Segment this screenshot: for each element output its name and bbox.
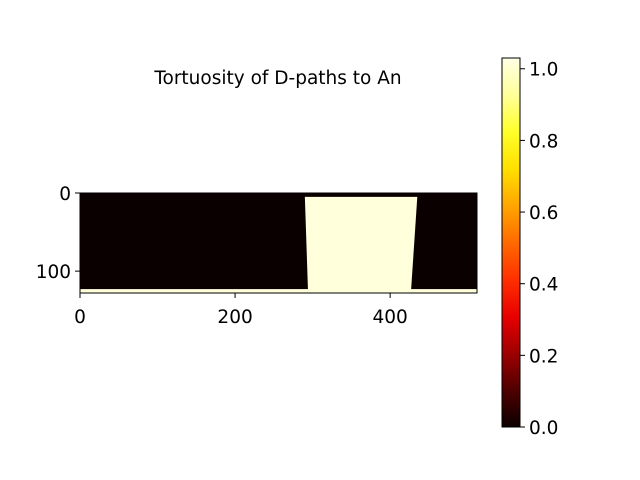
x-tick-label: 200 xyxy=(217,307,252,328)
colorbar-tick-label: 0.6 xyxy=(529,203,558,224)
y-tick-label: 100 xyxy=(36,262,71,283)
heatmap-frame xyxy=(79,192,478,294)
heatmap-axes: 0 200 400 0 100 xyxy=(36,184,478,328)
colorbar-tick-label: 0.0 xyxy=(529,418,558,439)
y-axis-ticks: 0 100 xyxy=(36,184,80,283)
colorbar-ticks: 0.0 0.2 0.4 0.6 0.8 1.0 xyxy=(520,60,558,439)
heatmap-background-region xyxy=(80,193,477,293)
colorbar: 0.0 0.2 0.4 0.6 0.8 1.0 xyxy=(501,57,558,439)
chart-title: Tortuosity of D-paths to An xyxy=(153,68,401,89)
heatmap-bottom-strip xyxy=(80,289,477,293)
colorbar-tick-label: 0.4 xyxy=(529,275,558,296)
x-axis-ticks: 0 200 400 xyxy=(74,293,408,328)
colorbar-tick-label: 0.2 xyxy=(529,346,558,367)
heatmap-central-band xyxy=(304,196,418,290)
colorbar-tick-label: 1.0 xyxy=(529,60,558,81)
y-tick-label: 0 xyxy=(59,184,71,205)
colorbar-tick-label: 0.8 xyxy=(529,131,558,152)
x-tick-label: 400 xyxy=(373,307,408,328)
colorbar-gradient xyxy=(501,57,521,428)
x-tick-label: 0 xyxy=(74,307,86,328)
